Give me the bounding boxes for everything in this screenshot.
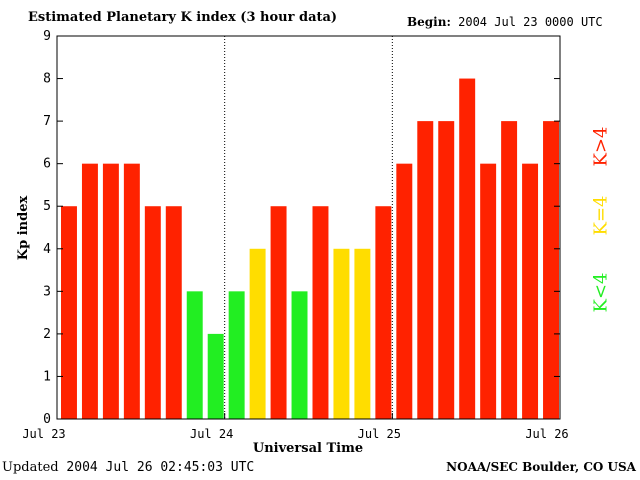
data-source: NOAA/SEC Boulder, CO USA bbox=[446, 460, 636, 474]
plot-frame bbox=[56, 35, 561, 420]
y-tick-label: 7 bbox=[43, 114, 51, 129]
kp-bar bbox=[165, 206, 182, 419]
legend-high: K>4 bbox=[590, 126, 612, 166]
x-tick-label: Jul 25 bbox=[358, 427, 401, 441]
x-axis-label: Universal Time bbox=[253, 441, 363, 456]
y-tick-label: 6 bbox=[43, 157, 51, 172]
kp-bar bbox=[102, 163, 119, 419]
begin-label: Begin: bbox=[407, 15, 451, 29]
kp-bar bbox=[312, 206, 329, 419]
kp-bar bbox=[249, 248, 266, 419]
kp-bar bbox=[417, 121, 434, 419]
kp-bar bbox=[522, 163, 539, 419]
y-tick-label: 4 bbox=[43, 242, 51, 257]
kp-bar bbox=[270, 206, 287, 419]
y-tick-label: 2 bbox=[43, 327, 51, 342]
y-tick-label: 1 bbox=[43, 369, 51, 384]
x-tick-label: Jul 23 bbox=[22, 427, 65, 441]
y-tick-label: 0 bbox=[43, 412, 51, 427]
updated-label: Updated bbox=[2, 460, 59, 475]
kp-bar bbox=[375, 206, 392, 419]
begin-time: Begin: 2004 Jul 23 0000 UTC bbox=[407, 15, 603, 29]
y-tick-label: 3 bbox=[43, 284, 51, 299]
legend-mid: K=4 bbox=[590, 195, 612, 235]
kp-bar bbox=[354, 248, 371, 419]
updated-timestamp: Updated 2004 Jul 26 02:45:03 UTC bbox=[2, 460, 254, 475]
kp-bar bbox=[144, 206, 161, 419]
kp-bar bbox=[186, 291, 203, 419]
y-tick-label: 5 bbox=[43, 199, 51, 214]
kp-bar bbox=[333, 248, 350, 419]
chart-title: Estimated Planetary K index (3 hour data… bbox=[28, 10, 338, 25]
y-tick-label: 9 bbox=[43, 29, 51, 44]
x-tick-label: Jul 26 bbox=[525, 427, 568, 441]
y-axis-label: Kp index bbox=[16, 196, 31, 261]
kp-bar bbox=[501, 121, 518, 419]
kp-bar bbox=[123, 163, 140, 419]
kp-bar bbox=[61, 206, 77, 419]
x-tick-label: Jul 24 bbox=[190, 427, 233, 441]
kp-bar bbox=[480, 163, 497, 419]
kp-bar bbox=[291, 291, 308, 419]
kp-bar bbox=[438, 121, 455, 419]
begin-value: 2004 Jul 23 0000 UTC bbox=[458, 15, 603, 29]
kp-bar bbox=[543, 121, 559, 419]
kp-bar bbox=[207, 333, 224, 419]
updated-value: 2004 Jul 26 02:45:03 UTC bbox=[66, 460, 255, 475]
legend-low: K<4 bbox=[590, 272, 612, 312]
y-tick-label: 8 bbox=[43, 72, 51, 87]
kp-bar bbox=[81, 163, 98, 419]
kp-bar bbox=[396, 163, 413, 419]
kp-bar bbox=[228, 291, 245, 419]
kp-bar bbox=[459, 78, 476, 420]
